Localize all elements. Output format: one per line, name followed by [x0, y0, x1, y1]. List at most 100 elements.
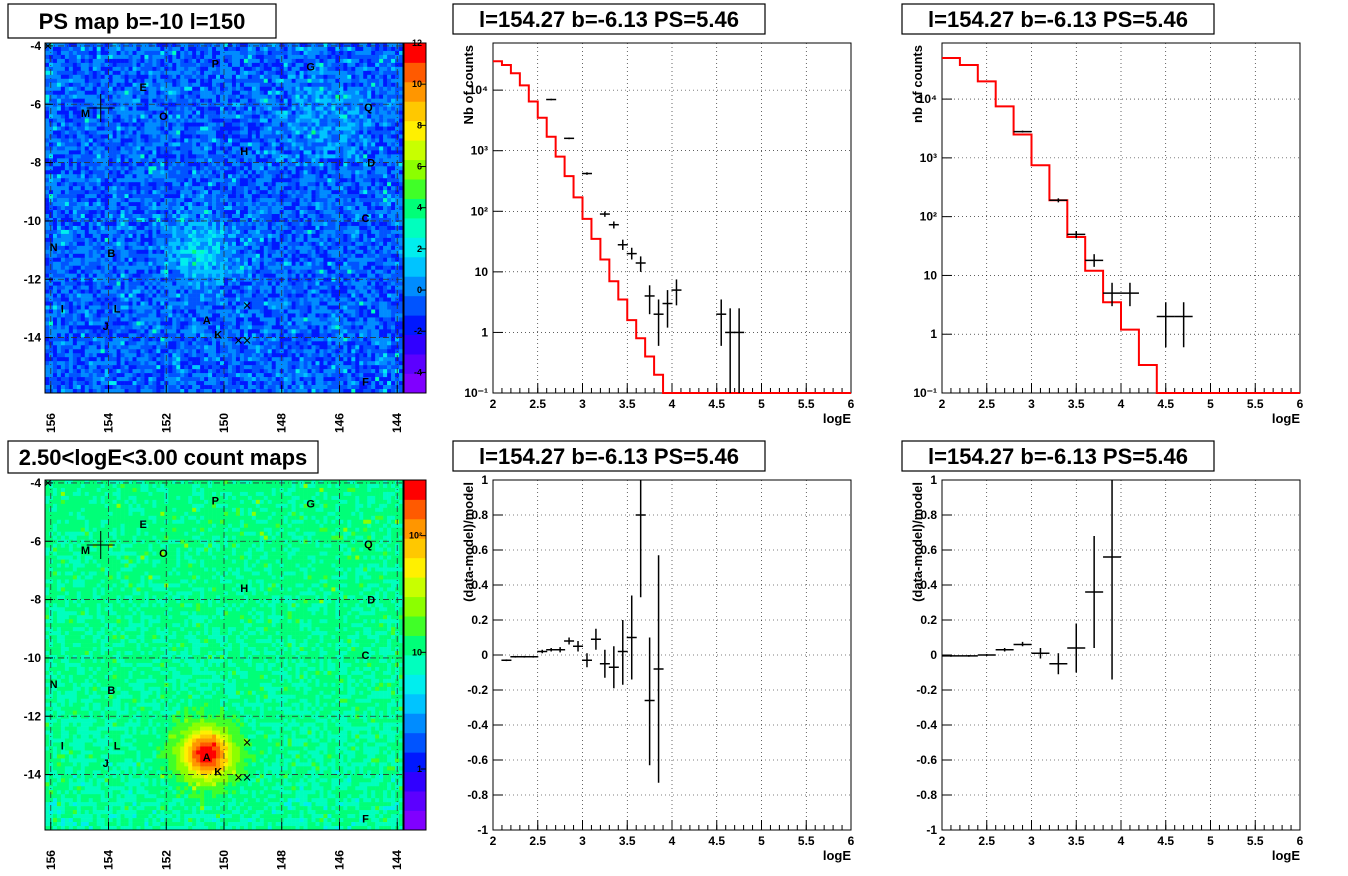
- map-cell: [235, 166, 241, 171]
- map-cell: [263, 166, 269, 171]
- map-cell: [76, 74, 82, 80]
- map-cell: [391, 130, 396, 135]
- map-cell: [299, 114, 304, 119]
- map-cell: [120, 150, 125, 155]
- map-cell: [307, 190, 312, 195]
- map-cell: [200, 218, 205, 223]
- map-cell: [68, 186, 74, 191]
- map-cell: [184, 110, 189, 115]
- map-cell: [64, 66, 70, 72]
- map-cell: [303, 74, 308, 80]
- map-cell: [88, 166, 94, 171]
- map-cell: [399, 253, 404, 259]
- map-cell: [235, 86, 241, 92]
- map-cell: [243, 214, 249, 219]
- map-cell: [335, 94, 340, 99]
- map-cell: [88, 142, 94, 147]
- map-cell: [255, 170, 261, 175]
- map-cell: [52, 174, 58, 179]
- map-cell: [323, 241, 328, 247]
- map-cell: [271, 233, 277, 239]
- map-cell: [335, 206, 340, 211]
- map-cell: [355, 158, 360, 163]
- map-cell: [287, 186, 292, 191]
- map-cell: [295, 70, 300, 76]
- map-cell: [132, 174, 137, 179]
- map-cell: [259, 158, 265, 163]
- map-cell: [267, 146, 273, 151]
- map-cell: [383, 118, 388, 123]
- map-cell: [291, 50, 296, 56]
- map-cell: [164, 114, 169, 119]
- map-cell: [172, 146, 177, 151]
- map-cell: [156, 225, 161, 231]
- map-cell: [231, 194, 237, 199]
- map-cell: [267, 233, 273, 239]
- map-cell: [120, 154, 125, 159]
- map-cell: [84, 118, 90, 123]
- map-cell: [204, 194, 209, 199]
- map-cell: [255, 98, 261, 103]
- map-cell: [48, 50, 54, 56]
- map-cell: [243, 253, 249, 259]
- map-cell: [188, 122, 193, 127]
- map-cell: [295, 54, 300, 60]
- map-cell: [319, 170, 324, 175]
- map-cell: [92, 221, 98, 227]
- map-cell: [216, 46, 221, 52]
- map-cell: [208, 70, 213, 76]
- map-cell: [180, 241, 185, 247]
- map-cell: [56, 94, 62, 99]
- map-cell: [56, 245, 62, 251]
- map-cell: [231, 50, 237, 56]
- map-cell: [56, 174, 62, 179]
- map-cell: [231, 78, 237, 84]
- map-cell: [387, 229, 392, 235]
- map-cell: [212, 106, 217, 111]
- map-cell: [299, 142, 304, 147]
- map-cell: [387, 74, 392, 80]
- map-cell: [399, 257, 404, 263]
- map-cell: [104, 186, 109, 191]
- map-cell: [311, 249, 316, 255]
- map-cell: [247, 102, 253, 107]
- map-cell: [399, 142, 404, 147]
- map-cell: [319, 66, 324, 72]
- map-cell: [335, 146, 340, 151]
- map-cell: [227, 162, 233, 167]
- map-cell: [383, 154, 388, 159]
- map-cell: [45, 82, 50, 88]
- map-cell: [188, 206, 193, 211]
- map-cell: [128, 114, 133, 119]
- map-cell: [220, 261, 225, 267]
- map-cell: [84, 214, 90, 219]
- map-cell: [351, 70, 356, 76]
- map-cell: [84, 253, 90, 259]
- map-cell: [108, 78, 113, 84]
- map-cell: [271, 82, 277, 88]
- map-cell: [56, 142, 62, 147]
- map-cell: [371, 237, 376, 243]
- map-cell: [391, 150, 396, 155]
- map-cell: [176, 221, 181, 227]
- map-cell: [367, 46, 372, 52]
- map-cell: [283, 142, 288, 147]
- map-cell: [343, 74, 348, 80]
- map-cell: [180, 66, 185, 72]
- map-cell: [64, 118, 70, 123]
- map-cell: [339, 70, 344, 76]
- map-cell: [216, 237, 221, 243]
- map-cell: [124, 182, 129, 187]
- map-cell: [247, 221, 253, 227]
- map-cell: [359, 74, 364, 80]
- map-cell: [140, 138, 145, 143]
- map-cell: [387, 58, 392, 64]
- map-cell: [255, 221, 261, 227]
- map-cell: [124, 221, 129, 227]
- map-cell: [351, 174, 356, 179]
- map-cell: [116, 110, 121, 115]
- map-cell: [128, 186, 133, 191]
- map-cell: [367, 229, 372, 235]
- map-cell: [323, 78, 328, 84]
- map-cell: [267, 94, 273, 99]
